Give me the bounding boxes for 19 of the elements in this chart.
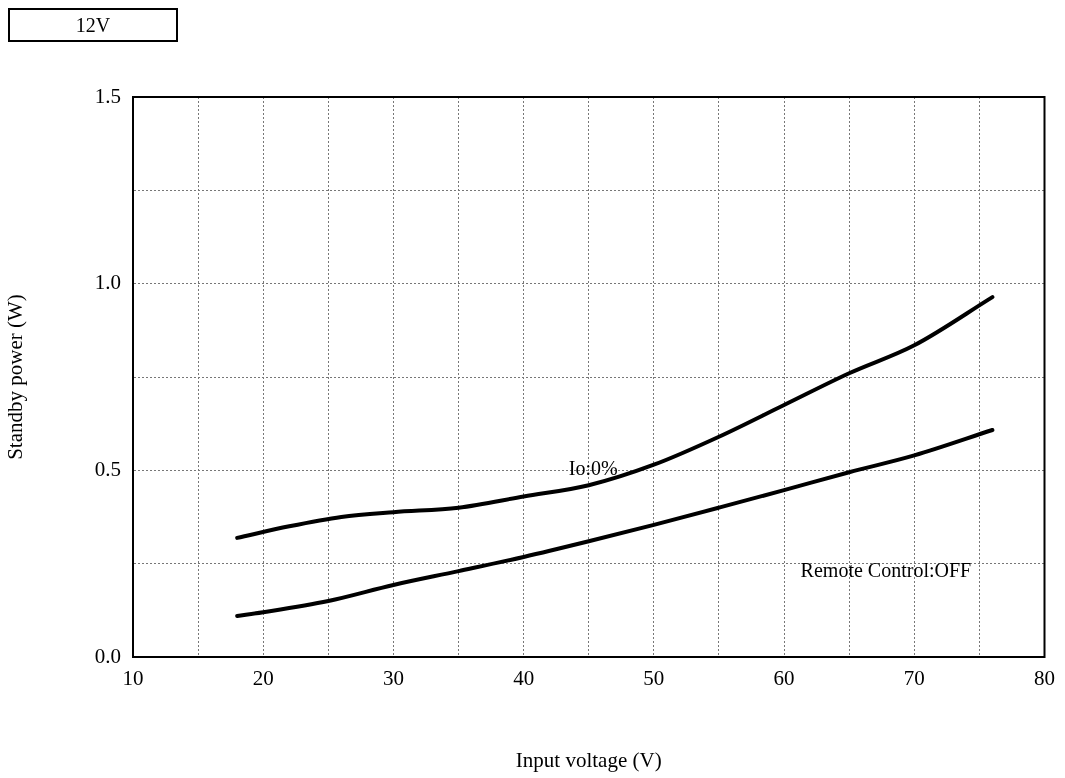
y-tick-label: 0.5 — [94, 456, 121, 481]
y-axis-title: Standby power (W) — [3, 294, 28, 460]
annotation: Remote Control:OFF — [800, 559, 972, 582]
x-tick-label: 30 — [382, 666, 404, 691]
x-tick-label: 20 — [252, 666, 274, 691]
x-tick-label: 80 — [1034, 666, 1055, 691]
chart-title: 12V — [8, 8, 178, 42]
x-tick-label: 10 — [122, 666, 144, 691]
x-tick-label: 60 — [773, 666, 795, 691]
line-series — [235, 295, 995, 540]
y-tick-label: 1.0 — [94, 270, 121, 295]
x-tick-label: 70 — [903, 666, 925, 691]
line-series — [235, 428, 995, 618]
x-axis-title: Input voltage (V) — [515, 747, 662, 772]
y-tick-label: 0.0 — [94, 643, 121, 668]
annotation: Io:0% — [568, 457, 618, 480]
y-tick-label: 1.5 — [94, 83, 121, 108]
x-tick-label: 40 — [513, 666, 535, 691]
x-tick-label: 50 — [643, 666, 665, 691]
